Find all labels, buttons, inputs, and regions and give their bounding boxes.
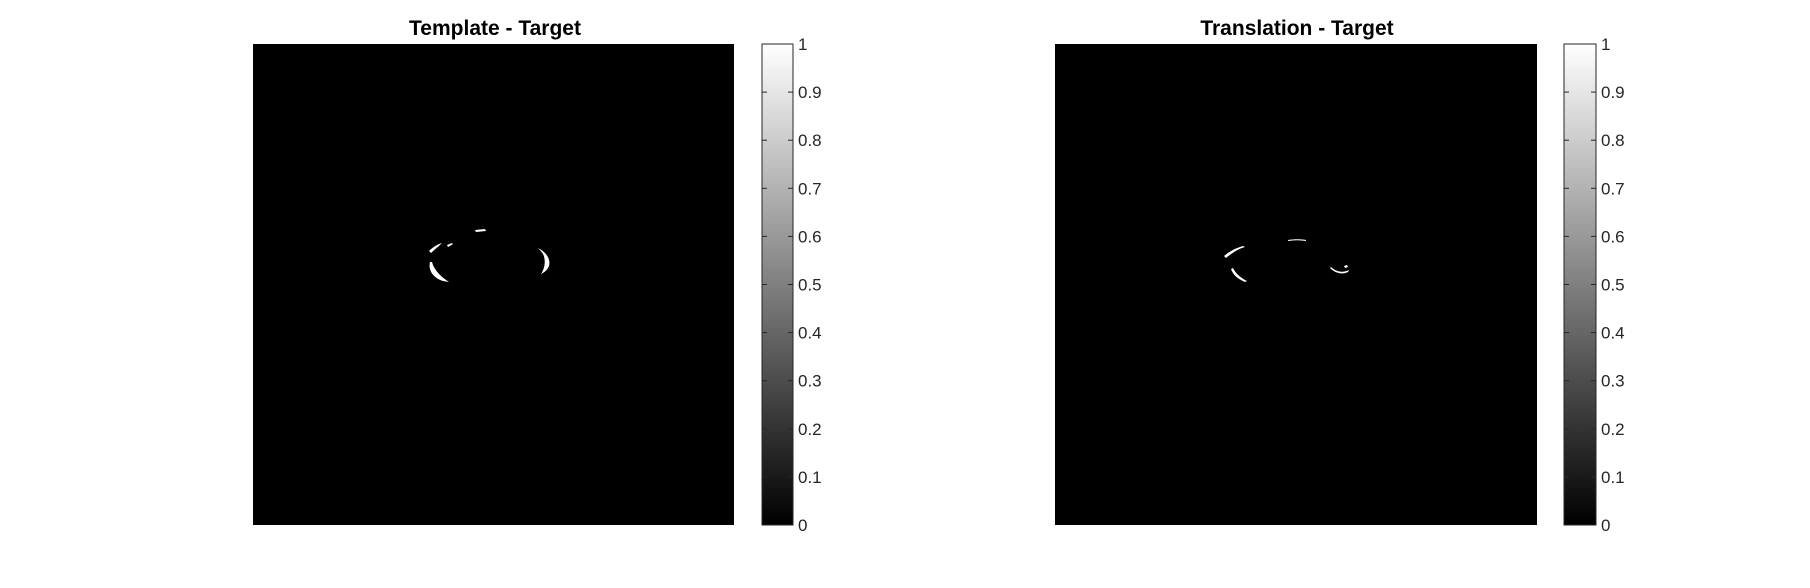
right-colorbar-tick-label: 1 bbox=[1601, 35, 1610, 54]
left-colorbar-tick-label: 0.3 bbox=[798, 372, 822, 391]
right-colorbar-tick-label: 0.2 bbox=[1601, 420, 1625, 439]
left-colorbar-ticks: 0 0.1 0.2 0.3 0.4 0.5 0.6 0.7 0.8 0.9 1 bbox=[762, 35, 822, 535]
left-colorbar-tick-label: 0.8 bbox=[798, 131, 822, 150]
left-colorbar-tick-label: 0.9 bbox=[798, 83, 822, 102]
left-colorbar-tick-label: 0.6 bbox=[798, 227, 822, 246]
left-region-crescent-lower bbox=[429, 262, 449, 282]
left-region-right-arc bbox=[538, 248, 550, 274]
left-region-top-arc bbox=[475, 229, 486, 232]
right-colorbar-tick-label: 0.8 bbox=[1601, 131, 1625, 150]
left-colorbar-tick-label: 0.2 bbox=[798, 420, 822, 439]
right-region-right-arc bbox=[1330, 267, 1349, 274]
right-colorbar-tick-label: 0.3 bbox=[1601, 372, 1625, 391]
left-image bbox=[253, 44, 734, 525]
right-image bbox=[1055, 44, 1537, 525]
right-colorbar-tick-label: 0.6 bbox=[1601, 227, 1625, 246]
left-colorbar-tick-label: 0.5 bbox=[798, 276, 822, 295]
right-colorbar-tick-label: 0.7 bbox=[1601, 179, 1625, 198]
right-region-top-arc bbox=[1288, 239, 1306, 241]
left-panel-title: Template - Target bbox=[409, 17, 581, 40]
left-colorbar bbox=[761, 43, 794, 526]
left-difference-regions bbox=[429, 229, 550, 282]
right-colorbar-tick-label: 0 bbox=[1601, 516, 1610, 535]
left-colorbar-tick-label: 0.1 bbox=[798, 468, 822, 487]
left-region-speck bbox=[447, 243, 453, 247]
left-colorbar-tick-label: 0.7 bbox=[798, 179, 822, 198]
left-colorbar-tick-label: 0 bbox=[798, 516, 807, 535]
right-region-crescent-lower bbox=[1231, 268, 1247, 282]
right-colorbar bbox=[1563, 43, 1597, 526]
right-difference-regions bbox=[1224, 239, 1349, 282]
left-region-crescent-upper bbox=[429, 243, 442, 253]
right-panel: Translation - Target 0 0.1 0.2 0.3 0.4 0.5 0.6… bbox=[1055, 17, 1625, 535]
right-colorbar-tick-label: 0.1 bbox=[1601, 468, 1625, 487]
left-colorbar-tick-label: 1 bbox=[798, 35, 807, 54]
left-colorbar-tick-label: 0.4 bbox=[798, 324, 822, 343]
right-region-crescent-upper bbox=[1224, 246, 1245, 258]
right-colorbar-tick-label: 0.9 bbox=[1601, 83, 1625, 102]
left-panel: Template - Target 0 0.1 0.2 0.3 0.4 0.5 0.6 0.7… bbox=[253, 17, 822, 535]
right-panel-title: Translation - Target bbox=[1200, 17, 1393, 40]
right-colorbar-tick-label: 0.5 bbox=[1601, 276, 1625, 295]
right-colorbar-tick-label: 0.4 bbox=[1601, 324, 1625, 343]
right-region-right-dot bbox=[1344, 265, 1348, 268]
right-colorbar-ticks: 0 0.1 0.2 0.3 0.4 0.5 0.6 0.7 0.8 0.9 1 bbox=[1564, 35, 1625, 535]
